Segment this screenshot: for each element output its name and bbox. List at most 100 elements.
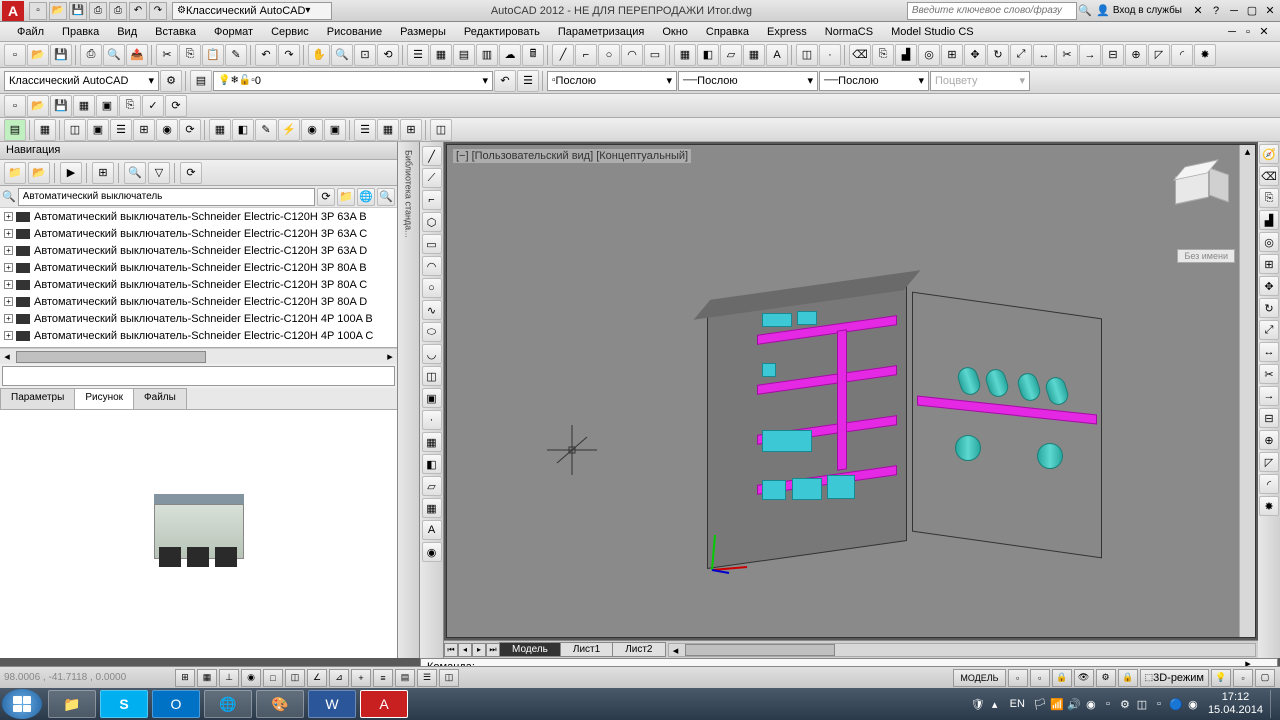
- layer-settings-icon[interactable]: ⚙: [160, 70, 182, 92]
- ms16-icon[interactable]: ▦: [377, 119, 399, 141]
- mirror-icon[interactable]: ▟: [895, 44, 917, 66]
- vline-icon[interactable]: ╱: [422, 146, 442, 166]
- vregion-icon[interactable]: ▱: [422, 476, 442, 496]
- nav-play-icon[interactable]: ▶: [60, 162, 82, 184]
- tab-params[interactable]: Параметры: [0, 388, 75, 409]
- rscale-icon[interactable]: ⤢: [1259, 320, 1279, 340]
- match-icon[interactable]: ✎: [225, 44, 247, 66]
- tab-drawing[interactable]: Рисунок: [74, 388, 134, 409]
- signin-icon[interactable]: 👤: [1095, 3, 1111, 19]
- param-input[interactable]: [2, 366, 395, 386]
- tree-hscroll[interactable]: ◂▸: [0, 348, 397, 364]
- infocenter-icon[interactable]: 🔍: [1077, 3, 1093, 19]
- viewport[interactable]: [−] [Пользовательский вид] [Концептуальн…: [446, 144, 1256, 638]
- palette-library[interactable]: Библиотека станда...: [398, 142, 420, 658]
- viewport-hscroll[interactable]: ◂▸: [668, 643, 1257, 657]
- circle-icon[interactable]: ○: [598, 44, 620, 66]
- ms5-icon[interactable]: ☰: [110, 119, 132, 141]
- vellipse-icon[interactable]: ⬭: [422, 322, 442, 342]
- status-hw-icon[interactable]: 💡: [1211, 669, 1231, 687]
- ms9-icon[interactable]: ▦: [209, 119, 231, 141]
- scale-icon[interactable]: ⤢: [1010, 44, 1032, 66]
- show-desktop[interactable]: [1270, 690, 1278, 718]
- tree-item[interactable]: +Автоматический выключатель-Schneider El…: [0, 259, 397, 276]
- status-qv1-icon[interactable]: ▫: [1008, 669, 1028, 687]
- line-icon[interactable]: ╱: [552, 44, 574, 66]
- rexplode-icon[interactable]: ✸: [1259, 496, 1279, 516]
- rrotate-icon[interactable]: ↻: [1259, 298, 1279, 318]
- nav-refresh-icon[interactable]: ⟳: [180, 162, 202, 184]
- ms11-icon[interactable]: ✎: [255, 119, 277, 141]
- tree-item[interactable]: +Автоматический выключатель-Schneider El…: [0, 293, 397, 310]
- markup-icon[interactable]: ☁: [499, 44, 521, 66]
- minimize-icon[interactable]: ─: [1226, 3, 1242, 19]
- status-qv2-icon[interactable]: ▫: [1030, 669, 1050, 687]
- ex6-icon[interactable]: ⎘: [119, 95, 141, 117]
- stretch-icon[interactable]: ↔: [1033, 44, 1055, 66]
- task-word[interactable]: W: [308, 690, 356, 718]
- menu-dimension[interactable]: Размеры: [391, 24, 455, 40]
- copy2-icon[interactable]: ⎘: [872, 44, 894, 66]
- tab-last-icon[interactable]: ⏭: [486, 643, 500, 657]
- tray-app8-icon[interactable]: ◉: [1185, 696, 1201, 712]
- qat-undo-icon[interactable]: ↶: [129, 2, 147, 20]
- task-outlook[interactable]: O: [152, 690, 200, 718]
- layer-state-icon[interactable]: ☰: [517, 70, 539, 92]
- otrack-icon[interactable]: ∠: [307, 669, 327, 687]
- task-explorer[interactable]: 📁: [48, 690, 96, 718]
- tree-item[interactable]: +Автоматический выключатель-Schneider El…: [0, 327, 397, 344]
- tray-vol-icon[interactable]: 🔊: [1066, 696, 1082, 712]
- ex5-icon[interactable]: ▣: [96, 95, 118, 117]
- qat-open-icon[interactable]: 📂: [49, 2, 67, 20]
- rarray-icon[interactable]: ⊞: [1259, 254, 1279, 274]
- qat-saveas-icon[interactable]: ⎙: [89, 2, 107, 20]
- tray-app3-icon[interactable]: ▫: [1100, 696, 1116, 712]
- menu-insert[interactable]: Вставка: [146, 24, 205, 40]
- ex4-icon[interactable]: ▦: [73, 95, 95, 117]
- status-model[interactable]: МОДЕЛЬ: [953, 669, 1005, 687]
- tab-prev-icon[interactable]: ◂: [458, 643, 472, 657]
- mtext-icon[interactable]: A: [766, 44, 788, 66]
- status-3dmode[interactable]: ⬚ 3D-режим: [1140, 669, 1209, 687]
- menu-view[interactable]: Вид: [108, 24, 146, 40]
- toolpalettes-icon[interactable]: ▤: [453, 44, 475, 66]
- tray-app1-icon[interactable]: 🛡: [970, 696, 986, 712]
- app-logo[interactable]: A: [2, 1, 24, 21]
- point-icon[interactable]: ·: [819, 44, 841, 66]
- pline-icon[interactable]: ⌐: [575, 44, 597, 66]
- viewport-label[interactable]: [−] [Пользовательский вид] [Концептуальн…: [453, 149, 691, 163]
- ms17-icon[interactable]: ⊞: [400, 119, 422, 141]
- viewcube[interactable]: [1165, 165, 1225, 215]
- ms18-icon[interactable]: ◫: [430, 119, 452, 141]
- hatch-icon[interactable]: ▦: [674, 44, 696, 66]
- plot-icon[interactable]: ⎙: [80, 44, 102, 66]
- osnap-icon[interactable]: □: [263, 669, 283, 687]
- ex3-icon[interactable]: 💾: [50, 95, 72, 117]
- vxline-icon[interactable]: ⟋: [422, 168, 442, 188]
- sc-icon[interactable]: ◫: [439, 669, 459, 687]
- ms12-icon[interactable]: ⚡: [278, 119, 300, 141]
- menu-tools[interactable]: Сервис: [262, 24, 318, 40]
- ms1-icon[interactable]: ▤: [4, 119, 26, 141]
- status-iso-icon[interactable]: ▫: [1233, 669, 1253, 687]
- qat-new-icon[interactable]: ▫: [29, 2, 47, 20]
- tray-lang[interactable]: EN: [1004, 698, 1031, 710]
- ex1-icon[interactable]: ▫: [4, 95, 26, 117]
- layer-prev-icon[interactable]: ↶: [494, 70, 516, 92]
- vtable-icon[interactable]: ▦: [422, 498, 442, 518]
- nav-tree-icon[interactable]: ⊞: [92, 162, 114, 184]
- rerase-icon[interactable]: ⌫: [1259, 166, 1279, 186]
- move-icon[interactable]: ✥: [964, 44, 986, 66]
- tray-app7-icon[interactable]: 🔵: [1168, 696, 1184, 712]
- ms3-icon[interactable]: ◫: [64, 119, 86, 141]
- tab-files[interactable]: Файлы: [133, 388, 187, 409]
- rect-icon[interactable]: ▭: [644, 44, 666, 66]
- rstretch-icon[interactable]: ↔: [1259, 342, 1279, 362]
- undo-icon[interactable]: ↶: [255, 44, 277, 66]
- layer-dropdown[interactable]: 💡❄🔓▫ 0▾: [213, 71, 493, 91]
- vmtext-icon[interactable]: A: [422, 520, 442, 540]
- vpline-icon[interactable]: ⌐: [422, 190, 442, 210]
- menu-format[interactable]: Формат: [205, 24, 262, 40]
- dyn-icon[interactable]: +: [351, 669, 371, 687]
- ms13-icon[interactable]: ◉: [301, 119, 323, 141]
